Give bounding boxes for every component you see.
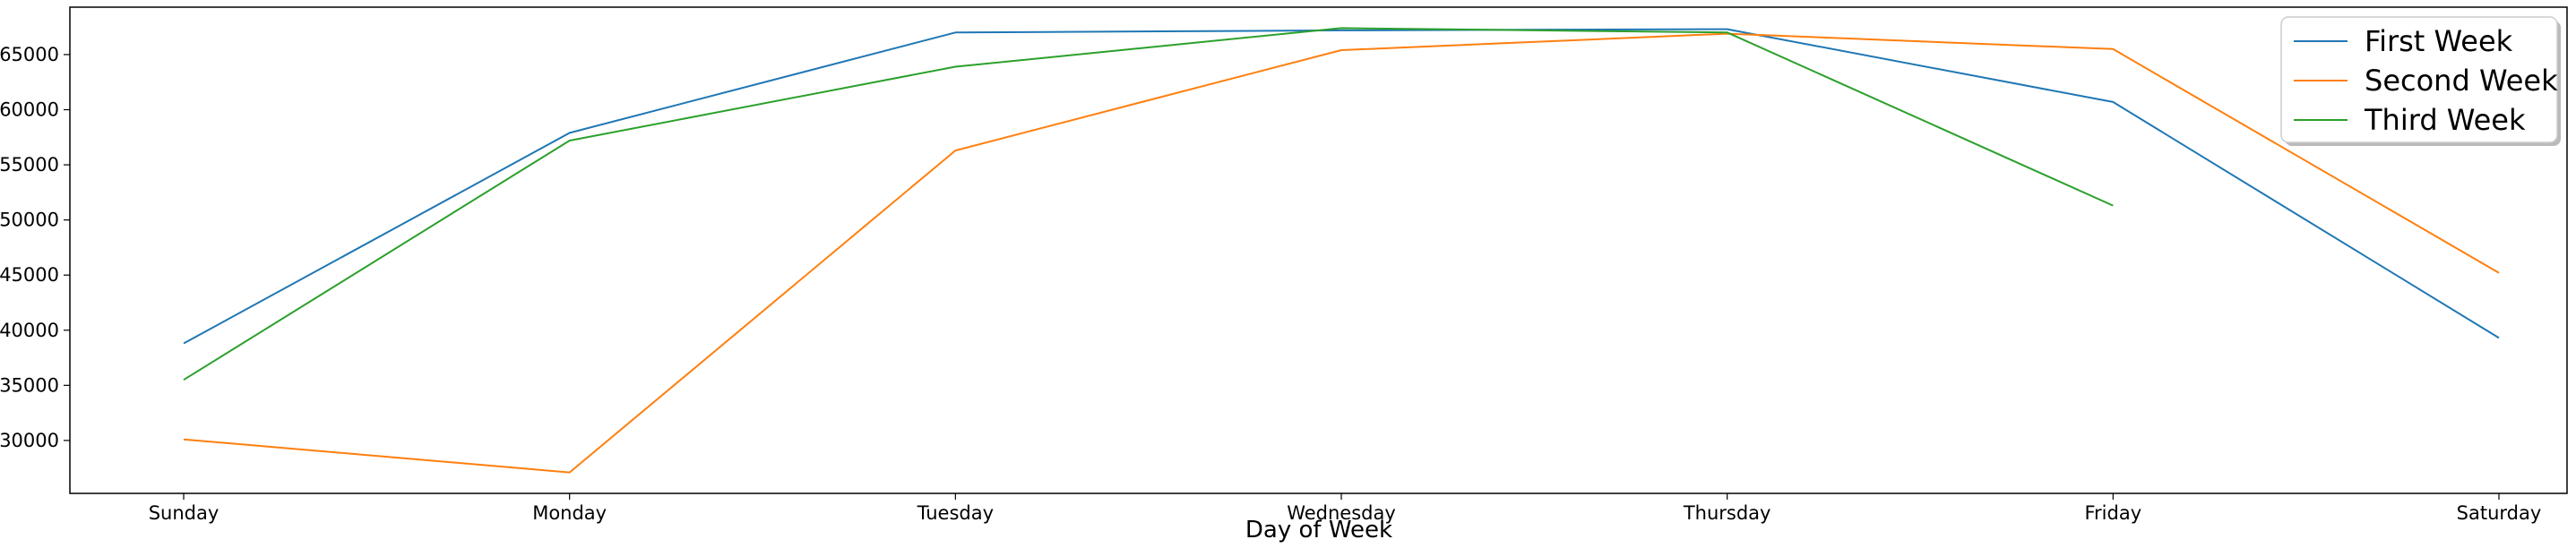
legend-box bbox=[2280, 16, 2558, 143]
series-line-second-week bbox=[183, 32, 2500, 474]
legend: First Week Second Week Third Week bbox=[2280, 16, 2561, 146]
y-tick-label: 55000 bbox=[0, 154, 59, 176]
y-tick-label: 35000 bbox=[0, 374, 59, 396]
x-tick-label: Wednesday bbox=[1287, 502, 1396, 524]
x-axis-title: Day of Week bbox=[1245, 517, 1392, 544]
x-tick-label: Monday bbox=[532, 502, 607, 524]
y-tick-label: 30000 bbox=[0, 430, 59, 451]
y-tick-label: 40000 bbox=[0, 320, 59, 341]
y-tick-label: 65000 bbox=[0, 44, 59, 65]
x-tick-label: Thursday bbox=[1683, 502, 1771, 524]
legend-label-third-week: Third Week bbox=[2364, 103, 2526, 137]
y-tick-label: 60000 bbox=[0, 99, 59, 121]
y-tick-label: 50000 bbox=[0, 210, 59, 231]
series-line-first-week bbox=[183, 28, 2500, 345]
y-axis: 30000 35000 40000 45000 50000 55000 60000 65000 bbox=[0, 44, 70, 451]
plot-area bbox=[69, 6, 2568, 494]
legend-label-second-week: Second Week bbox=[2365, 64, 2558, 98]
x-tick-label: Tuesday bbox=[917, 502, 994, 524]
x-axis: Sunday Monday Tuesday Wednesday Thursday Frid… bbox=[149, 493, 2542, 524]
series-line-third-week bbox=[183, 27, 2114, 381]
x-tick-label: Friday bbox=[2085, 502, 2142, 524]
x-tick-label: Saturday bbox=[2457, 502, 2542, 524]
y-tick-label: 45000 bbox=[0, 264, 59, 286]
legend-label-first-week: First Week bbox=[2365, 24, 2513, 58]
series-lines bbox=[183, 27, 2500, 474]
x-tick-label: Sunday bbox=[149, 502, 220, 524]
